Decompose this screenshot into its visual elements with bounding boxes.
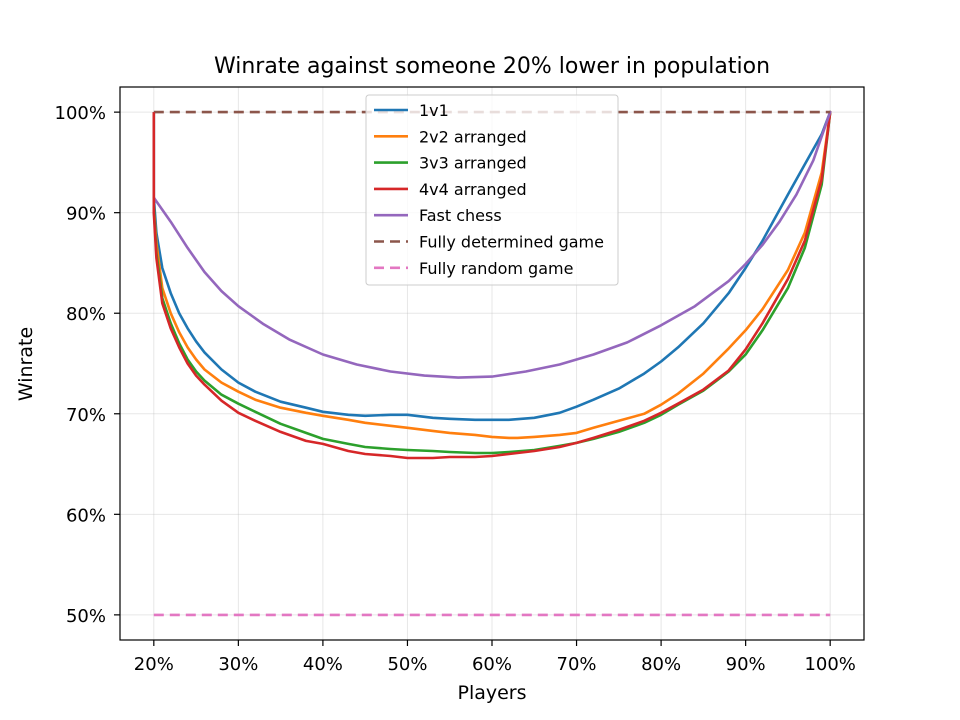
legend-items: 1v1 2v2 arranged 3v3 arranged 4v4 arranged F… — [374, 101, 604, 278]
x-tick-label: 70% — [557, 654, 597, 675]
x-tick-label: 20% — [134, 654, 174, 675]
series-line-fast-chess — [152, 110, 832, 379]
plot-lines — [152, 110, 832, 617]
y-tick-label: 70% — [66, 405, 106, 426]
legend-label-4v4-arranged: 4v4 arranged — [419, 180, 527, 199]
x-tick-label: 40% — [303, 654, 343, 675]
series-line-2v2-arranged — [152, 110, 832, 440]
x-tick-label: 100% — [804, 654, 855, 675]
chart-title: Winrate against someone 20% lower in pop… — [214, 54, 770, 79]
y-axis: 50% 60% 70% 80% 90% 100% — [55, 103, 120, 627]
y-tick-label: 50% — [66, 606, 106, 627]
y-tick-label: 60% — [66, 505, 106, 526]
legend: 1v1 2v2 arranged 3v3 arranged 4v4 arranged F… — [365, 94, 619, 286]
x-tick-label: 30% — [218, 654, 258, 675]
y-tick-label: 90% — [66, 204, 106, 225]
x-tick-label: 80% — [641, 654, 681, 675]
legend-label-fully-random-game: Fully random game — [419, 259, 573, 278]
legend-label-3v3-arranged: 3v3 arranged — [419, 154, 527, 173]
x-axis: 20% 30% 40% 50% 60% 70% 80% 90% 100% — [134, 640, 856, 675]
x-axis-label: Players — [457, 682, 526, 704]
y-tick-label: 80% — [66, 304, 106, 325]
legend-label-1v1: 1v1 — [419, 101, 449, 120]
y-axis-label: Winrate — [15, 327, 37, 401]
x-tick-label: 50% — [387, 654, 427, 675]
series-line-1v1 — [152, 110, 832, 422]
x-tick-label: 90% — [726, 654, 766, 675]
legend-label-2v2-arranged: 2v2 arranged — [419, 127, 527, 146]
legend-label-fully-determined-game: Fully determined game — [419, 233, 604, 252]
x-tick-label: 60% — [472, 654, 512, 675]
legend-box — [365, 94, 619, 286]
legend-label-fast-chess: Fast chess — [419, 206, 502, 225]
y-tick-label: 100% — [55, 103, 106, 124]
series-line-4v4-arranged — [152, 110, 832, 460]
